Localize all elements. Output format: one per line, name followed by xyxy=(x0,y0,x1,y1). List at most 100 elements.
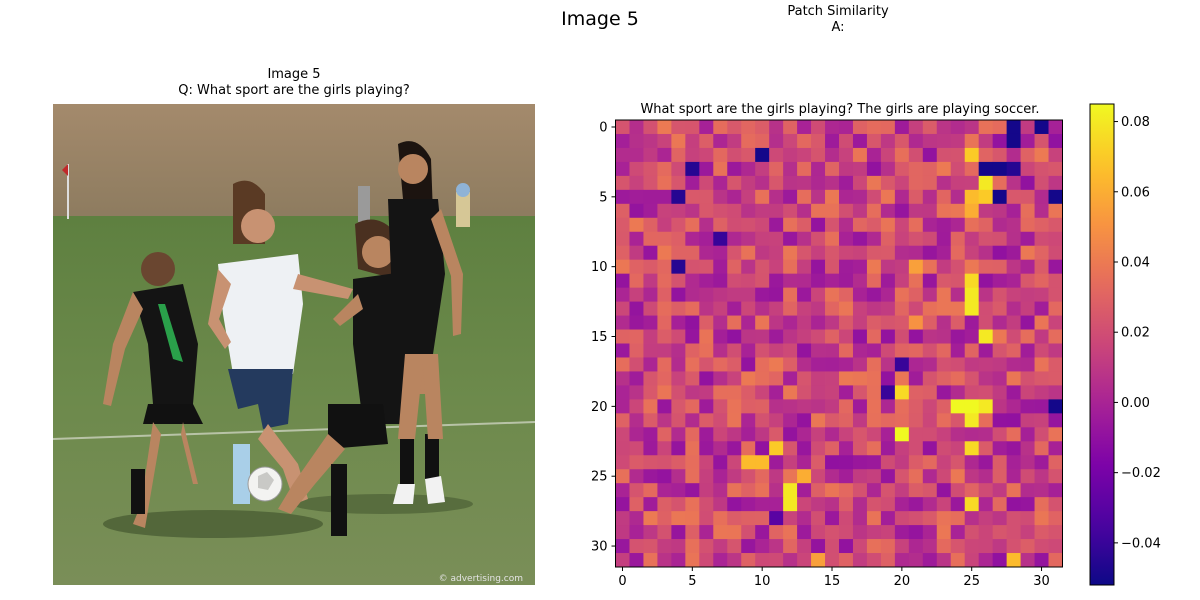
heatmap-cell xyxy=(671,539,686,554)
heatmap-cell xyxy=(964,525,980,540)
heatmap-cell xyxy=(685,329,700,344)
heatmap-cell xyxy=(1020,413,1035,428)
heatmap-cell xyxy=(1048,189,1063,205)
heatmap-cell xyxy=(643,413,658,428)
heatmap-cell xyxy=(671,455,686,470)
heatmap-cell xyxy=(797,329,812,344)
heatmap-cell xyxy=(1006,203,1021,219)
heatmap-cell xyxy=(783,273,798,289)
heatmap-cell xyxy=(643,525,658,540)
heatmap-cell xyxy=(978,329,994,344)
x-tick-label: 0 xyxy=(618,574,626,589)
heatmap-cell xyxy=(908,203,924,219)
heatmap-cell xyxy=(629,441,644,456)
heatmap-cell xyxy=(797,553,812,568)
heatmap-cell xyxy=(1048,539,1063,554)
heatmap-cell xyxy=(908,217,924,233)
heatmap-cell xyxy=(755,301,770,316)
heatmap-cell xyxy=(1034,371,1049,386)
heatmap-cell xyxy=(852,231,868,247)
heatmap-cell xyxy=(894,357,910,372)
heatmap-cell xyxy=(866,217,882,233)
heatmap-cell xyxy=(769,217,784,233)
heatmap-cell xyxy=(1034,120,1049,135)
heatmap-cell xyxy=(615,357,630,372)
heatmap-cell xyxy=(964,175,980,191)
heatmap-cell xyxy=(852,483,868,498)
heatmap-cell xyxy=(671,525,686,540)
heatmap-cell xyxy=(615,329,630,344)
heatmap-cell xyxy=(615,483,630,498)
heatmap-cell xyxy=(852,469,868,484)
heatmap-cell xyxy=(615,385,630,400)
heatmap-cell xyxy=(755,315,770,330)
heatmap-cell xyxy=(978,133,994,149)
heatmap-cell xyxy=(922,343,938,358)
heatmap-cell xyxy=(964,245,980,261)
heatmap-cell xyxy=(825,511,840,526)
heatmap-cell xyxy=(783,189,798,205)
heatmap-cell xyxy=(811,259,826,275)
heatmap-cell xyxy=(978,399,994,414)
heatmap-cell xyxy=(797,147,812,163)
heatmap-cell xyxy=(1048,469,1063,484)
heatmap-cell xyxy=(671,273,686,289)
hydrant-cap xyxy=(456,183,470,197)
heatmap-cell xyxy=(783,441,798,456)
heatmap-cell xyxy=(685,427,700,442)
heatmap-cell xyxy=(1034,539,1049,554)
heatmap-cell xyxy=(755,161,770,177)
x-tick-label: 15 xyxy=(824,574,841,589)
heatmap-cell xyxy=(713,469,728,484)
heatmap-cell xyxy=(783,329,798,344)
heatmap-cell xyxy=(811,553,826,568)
heatmap-cell xyxy=(699,427,714,442)
heatmap-cell xyxy=(825,497,840,512)
heatmap-cell xyxy=(783,287,798,302)
heatmap-cell xyxy=(908,357,924,372)
heatmap-cell xyxy=(769,259,784,275)
heatmap-cell xyxy=(866,273,882,289)
heatmap-cell xyxy=(978,497,994,512)
heatmap-cell xyxy=(755,189,770,205)
heatmap-cell xyxy=(671,469,686,484)
heatmap-cell xyxy=(685,511,700,526)
heatmap-cell xyxy=(741,245,756,261)
heatmap-cell xyxy=(811,413,826,428)
heatmap-cell xyxy=(783,385,798,400)
heatmap-cell xyxy=(825,273,840,289)
heatmap-cell xyxy=(615,231,630,247)
heatmap-cell xyxy=(839,427,854,442)
heatmap-cell xyxy=(978,315,994,330)
heatmap-cell xyxy=(992,203,1008,219)
heatmap-cell xyxy=(1048,203,1063,219)
heatmap-cell xyxy=(922,511,938,526)
heatmap-cell xyxy=(1020,469,1035,484)
heatmap-cell xyxy=(699,413,714,428)
heatmap-cell xyxy=(741,371,756,386)
heatmap-header-line2: A: xyxy=(831,20,845,35)
heatmap-cell xyxy=(922,525,938,540)
ball-pattern xyxy=(258,472,274,490)
heatmap-cell xyxy=(769,189,784,205)
heatmap-cell xyxy=(978,189,994,205)
heatmap-cell xyxy=(699,161,714,177)
heatmap-cell xyxy=(1034,147,1049,163)
heatmap-cell xyxy=(880,427,896,442)
heatmap-cell xyxy=(755,245,770,261)
heatmap-cell xyxy=(699,553,714,568)
heatmap-cell xyxy=(769,329,784,344)
heatmap-cell xyxy=(797,371,812,386)
heatmap-cell xyxy=(643,120,658,135)
heatmap-cell xyxy=(950,525,966,540)
heatmap-cell xyxy=(783,133,798,149)
heatmap-cell xyxy=(1034,315,1049,330)
heatmap-cell xyxy=(825,371,840,386)
heatmap-cell xyxy=(964,231,980,247)
heatmap-cell xyxy=(992,147,1008,163)
heatmap-cell xyxy=(825,217,840,233)
heatmap-cell xyxy=(741,483,756,498)
heatmap-cell xyxy=(839,217,854,233)
heatmap-cell xyxy=(880,287,896,302)
heatmap-cell xyxy=(825,553,840,568)
